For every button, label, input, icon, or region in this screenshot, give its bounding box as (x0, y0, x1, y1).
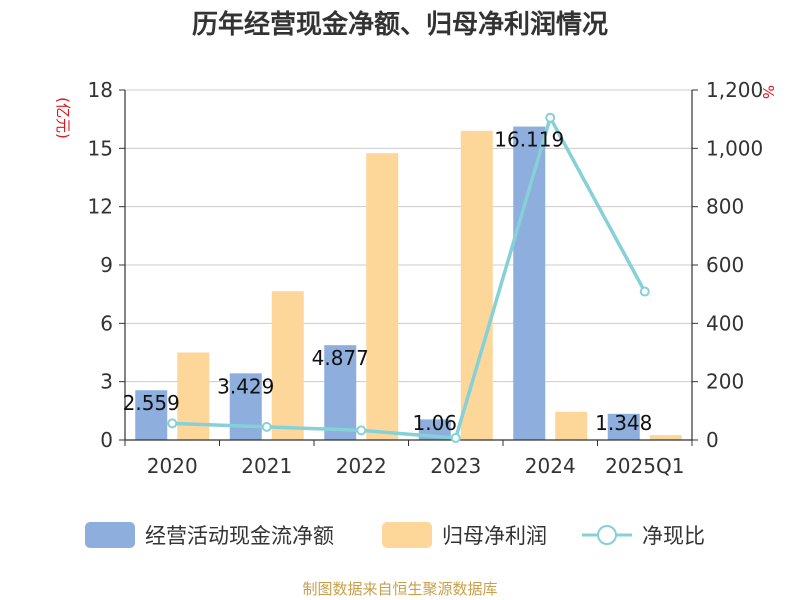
bar-op-cash (607, 413, 640, 440)
data-label-op-cash: 2.559 (123, 391, 180, 415)
left-tick-label: 6 (100, 311, 113, 335)
left-tick-label: 9 (100, 253, 113, 277)
x-tick-label: 2025Q1 (605, 454, 684, 478)
data-label-op-cash: 3.429 (217, 374, 274, 398)
bar-op-cash (324, 345, 357, 440)
ratio-line (167, 112, 650, 443)
legend: 经营活动现金流净额 归母净利润 净现比 (85, 522, 705, 548)
axes: 0 3 6 9 12 15 18 0 200 400 600 800 1,000 1,200 2020 202… (88, 78, 764, 478)
x-tick-label: 2023 (430, 454, 481, 478)
data-labels: 2.559 3.429 4.877 1.06 16.119 1.348 (123, 128, 653, 435)
data-label-op-cash: 1.06 (412, 411, 457, 435)
legend-label-ratio: 净现比 (642, 524, 705, 548)
right-tick-label: 1,200 (706, 78, 763, 102)
ratio-point (167, 418, 178, 429)
x-tick-label: 2021 (241, 454, 292, 478)
bar-net-profit (460, 130, 493, 441)
left-tick-label: 15 (88, 136, 113, 160)
bar-op-cash (513, 126, 546, 440)
legend-label-op-cash: 经营活动现金流净额 (145, 524, 334, 548)
right-tick-label: 400 (706, 311, 744, 335)
ratio-point (545, 112, 556, 123)
right-tick-label: 600 (706, 253, 744, 277)
source-note: 制图数据来自恒生聚源数据库 (302, 580, 498, 598)
x-tick-label: 2020 (147, 454, 198, 478)
bar-op-cash (135, 390, 168, 440)
left-tick-label: 0 (100, 428, 113, 452)
legend-swatch-op-cash (85, 522, 135, 548)
data-label-op-cash: 16.119 (494, 128, 564, 152)
data-label-op-cash: 1.348 (595, 411, 652, 435)
legend-label-net-profit: 归母净利润 (442, 524, 547, 548)
x-tick-label: 2024 (525, 454, 576, 478)
gridlines (125, 89, 692, 383)
bar-net-profit (649, 435, 682, 440)
right-tick-label: 800 (706, 195, 744, 219)
ratio-point (639, 286, 650, 297)
left-tick-label: 3 (100, 370, 113, 394)
ratio-point (450, 432, 461, 443)
bar-net-profit (555, 411, 588, 440)
ratio-point (261, 421, 272, 432)
right-tick-label: 0 (706, 428, 719, 452)
bar-net-profit (366, 153, 399, 440)
bar-op-cash (229, 373, 262, 440)
bar-net-profit (271, 291, 304, 440)
legend-swatch-net-profit (382, 522, 432, 548)
bar-net-profit (177, 352, 210, 440)
x-tick-label: 2022 (336, 454, 387, 478)
data-label-op-cash: 4.877 (312, 346, 369, 370)
right-tick-label: 1,000 (706, 136, 763, 160)
left-tick-label: 18 (88, 78, 113, 102)
right-tick-label: 200 (706, 370, 744, 394)
left-axis-unit: (亿元) (54, 97, 72, 139)
ratio-point (356, 425, 367, 436)
chart-title: 历年经营现金净额、归母净利润情况 (191, 10, 608, 40)
left-tick-label: 12 (88, 195, 113, 219)
legend-swatch-ratio-marker (597, 525, 617, 545)
ratio-line-path (172, 115, 647, 440)
right-axis-unit: % (759, 85, 777, 99)
